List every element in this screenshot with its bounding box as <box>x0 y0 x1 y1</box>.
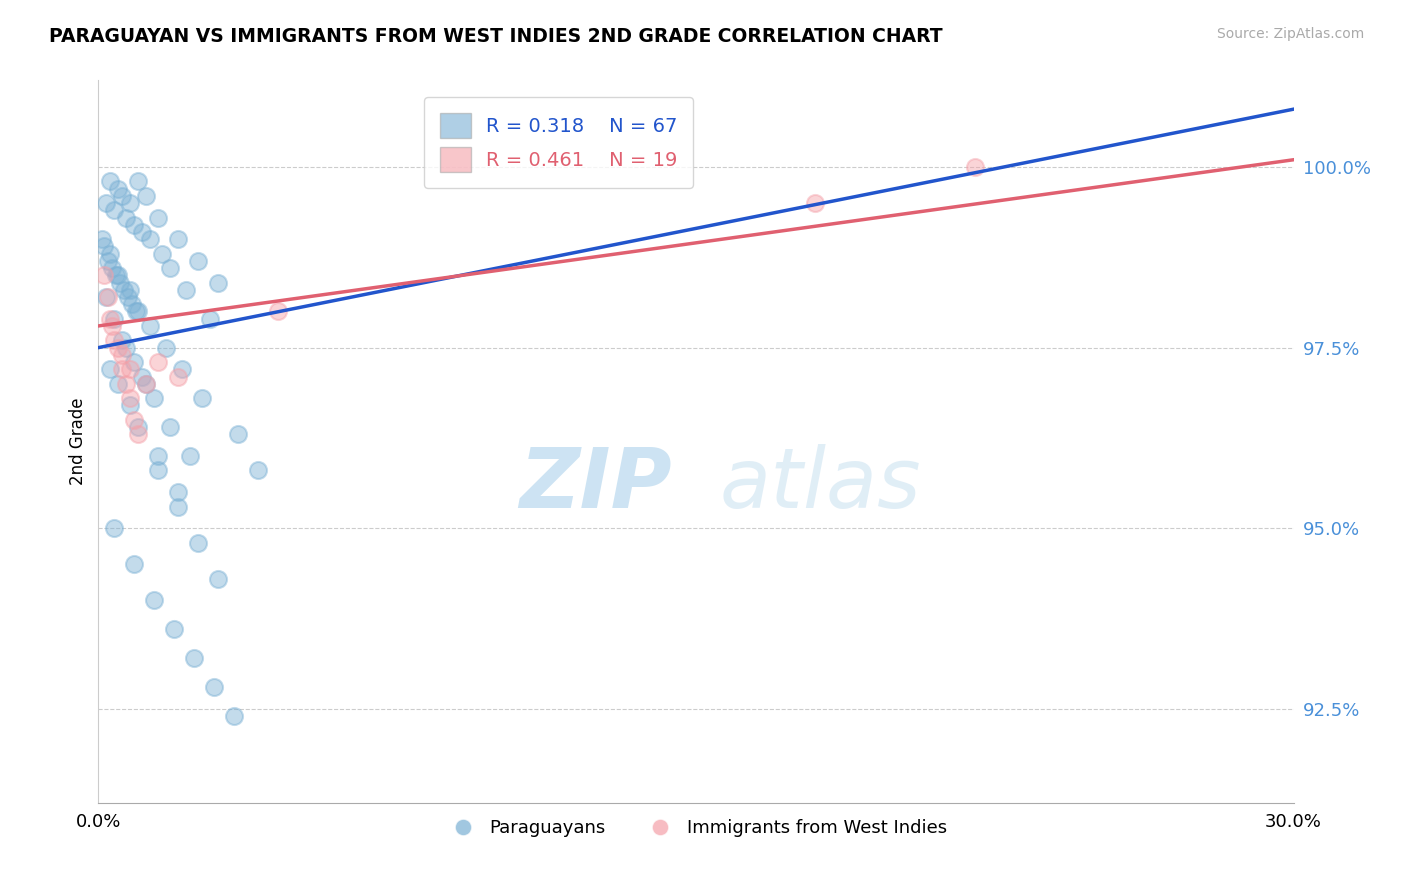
Point <box>98 362 122 376</box>
Text: PARAGUAYAN VS IMMIGRANTS FROM WEST INDIES 2ND GRADE CORRELATION CHART: PARAGUAYAN VS IMMIGRANTS FROM WEST INDIE… <box>49 27 943 45</box>
Point <box>148 449 170 463</box>
Point <box>187 254 209 268</box>
Point <box>120 391 142 405</box>
Point <box>167 500 190 514</box>
Point <box>120 399 142 413</box>
Point <box>139 232 162 246</box>
Point <box>120 362 142 376</box>
Point <box>222 709 245 723</box>
Point <box>127 427 149 442</box>
Point <box>96 196 118 211</box>
Point <box>150 246 173 260</box>
Text: Source: ZipAtlas.com: Source: ZipAtlas.com <box>1216 27 1364 41</box>
Point <box>111 189 134 203</box>
Point <box>131 225 153 239</box>
Point <box>131 369 153 384</box>
Point <box>139 318 162 333</box>
Point <box>115 376 138 391</box>
Point <box>117 290 139 304</box>
Point <box>163 623 186 637</box>
Point <box>207 276 229 290</box>
Point <box>179 449 201 463</box>
Point <box>172 362 194 376</box>
Point <box>111 334 134 348</box>
Point <box>198 311 221 326</box>
Point <box>111 348 134 362</box>
Point <box>963 160 986 174</box>
Point <box>115 211 138 225</box>
Point <box>111 362 134 376</box>
Point <box>120 283 142 297</box>
Point <box>107 376 129 391</box>
Point <box>148 463 170 477</box>
Point <box>167 485 190 500</box>
Point <box>124 558 146 572</box>
Point <box>103 203 125 218</box>
Point <box>98 174 122 188</box>
Point <box>110 276 132 290</box>
Point <box>187 535 209 549</box>
Point <box>107 268 129 283</box>
Point <box>202 680 225 694</box>
Point <box>148 211 170 225</box>
Point <box>226 427 249 442</box>
Point <box>124 218 146 232</box>
Point <box>191 391 214 405</box>
Point <box>98 246 122 260</box>
Point <box>148 355 170 369</box>
Legend: Paraguayans, Immigrants from West Indies: Paraguayans, Immigrants from West Indies <box>437 812 955 845</box>
Point <box>93 268 115 283</box>
Point <box>105 268 128 283</box>
Point <box>120 196 142 211</box>
Point <box>91 232 114 246</box>
Point <box>143 593 166 607</box>
Point <box>97 254 120 268</box>
Point <box>121 297 143 311</box>
Point <box>127 174 149 188</box>
Point <box>101 318 124 333</box>
Point <box>103 521 125 535</box>
Point <box>159 420 181 434</box>
Point <box>135 189 157 203</box>
Point <box>103 334 125 348</box>
Point <box>101 261 124 276</box>
Point <box>127 420 149 434</box>
Point <box>207 572 229 586</box>
Point <box>93 239 115 253</box>
Point <box>159 261 181 276</box>
Text: ZIP: ZIP <box>519 444 672 525</box>
Point <box>125 304 148 318</box>
Point <box>115 341 138 355</box>
Point <box>183 651 205 665</box>
Text: atlas: atlas <box>720 444 921 525</box>
Point <box>246 463 269 477</box>
Point <box>103 311 125 326</box>
Point <box>124 413 146 427</box>
Point <box>127 304 149 318</box>
Point <box>96 290 118 304</box>
Point <box>124 355 146 369</box>
Point <box>97 290 120 304</box>
Point <box>107 182 129 196</box>
Point <box>135 376 157 391</box>
Point <box>135 376 157 391</box>
Y-axis label: 2nd Grade: 2nd Grade <box>69 398 87 485</box>
Point <box>267 304 290 318</box>
Point <box>167 369 190 384</box>
Point <box>143 391 166 405</box>
Point <box>112 283 135 297</box>
Point <box>155 341 177 355</box>
Point <box>804 196 827 211</box>
Point <box>174 283 197 297</box>
Point <box>98 311 122 326</box>
Point <box>167 232 190 246</box>
Point <box>107 341 129 355</box>
